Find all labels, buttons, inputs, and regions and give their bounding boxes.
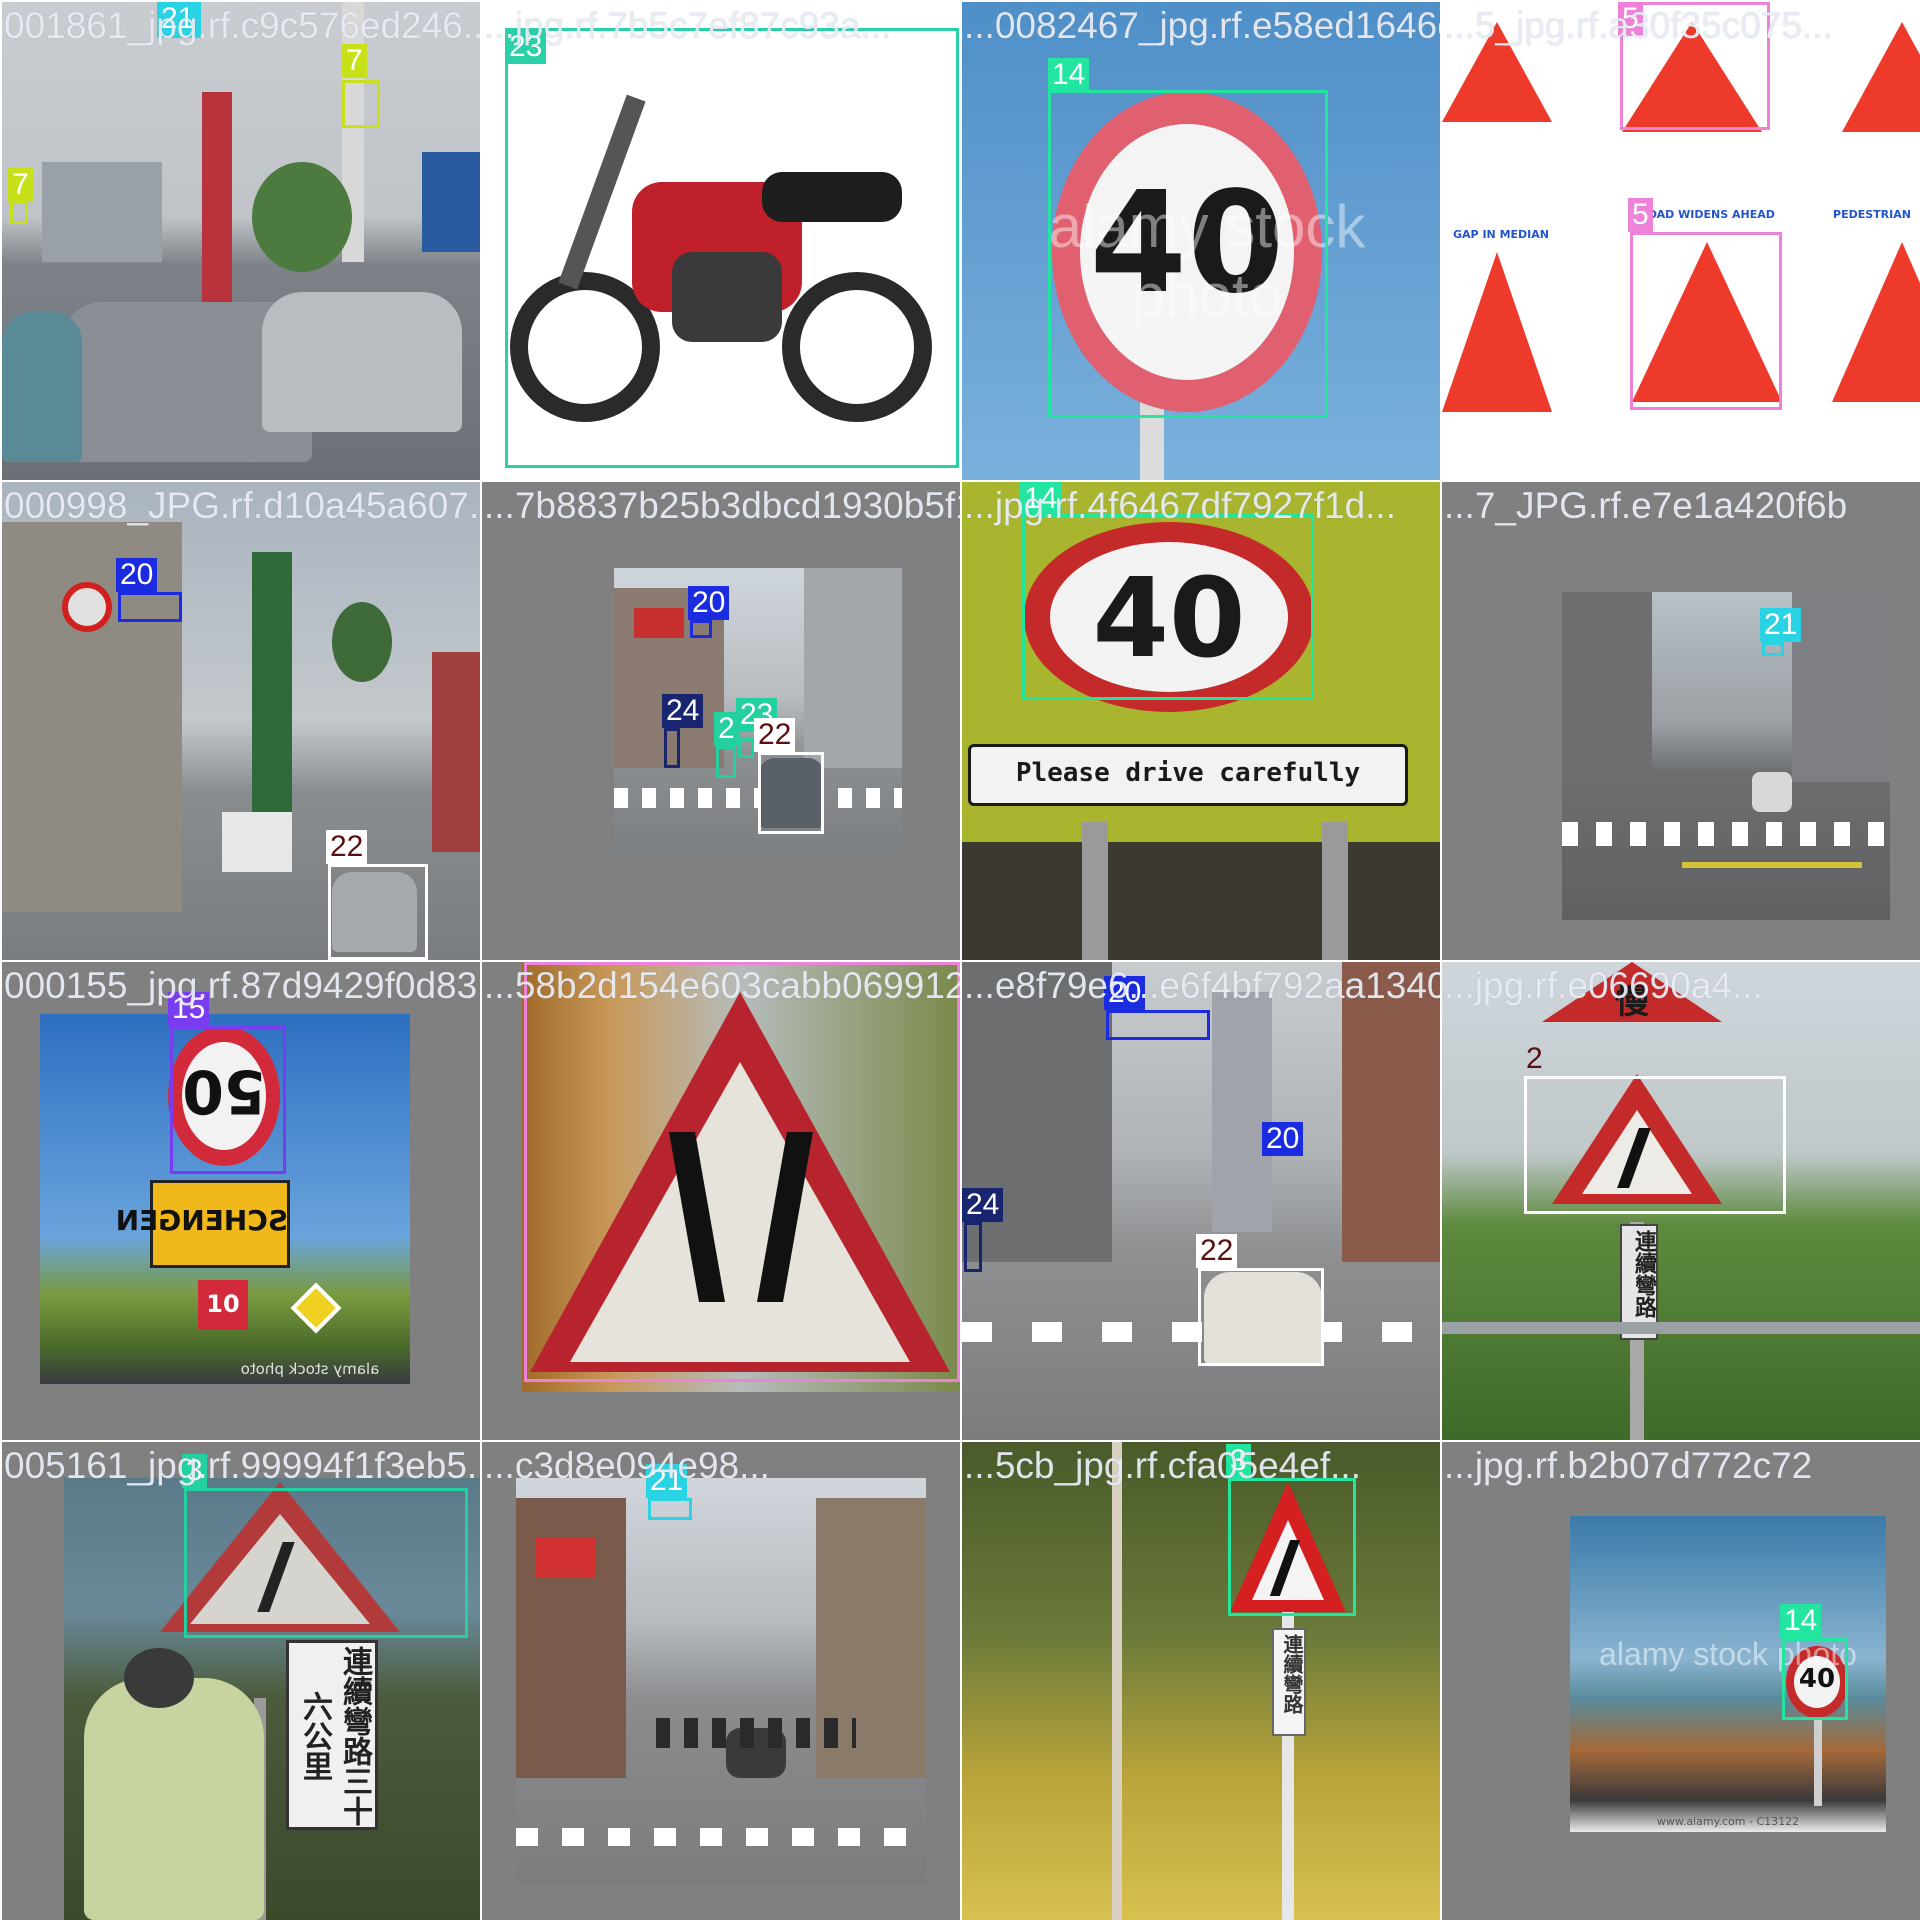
bbox-class-label: 21 xyxy=(1760,608,1801,642)
filename-label: ...e8f79e6...e6f4bf792aa1340 xyxy=(964,964,1440,1008)
tile-7: 40 Please drive carefully ...jpg.rf.4f64… xyxy=(962,482,1440,960)
bbox-4 xyxy=(738,738,754,758)
tile-2: ...jpg.rf.7b5c7ef87c93a... 23 xyxy=(482,2,960,480)
bbox-class-label: 5 xyxy=(1628,198,1653,232)
bbox-class-label: 22 xyxy=(326,830,367,864)
tile-11: ...e8f79e6...e6f4bf792aa1340 20 20 24 22 xyxy=(962,962,1440,1440)
footer-watermark: alamy stock photo xyxy=(220,1360,400,1378)
tile-5: 000998_JPG.rf.d10a45a607... 20 22 xyxy=(2,482,480,960)
filename-label: 005161_jpg.rf.99994f1f3eb5... xyxy=(4,1444,480,1488)
bbox-1 xyxy=(1782,1638,1848,1720)
plate-text: 連續彎路三十六公里 xyxy=(290,1646,374,1826)
tile-16: 40 alamy stock photo www.alamy.com - C13… xyxy=(1442,1442,1920,1920)
board-text: SCHENGEN xyxy=(152,1204,288,1237)
tile-10: ...58b2d154e603cabb069912... 5 xyxy=(482,962,960,1440)
bbox-class-label: 20 xyxy=(688,586,729,620)
tile-12: 慢 連續彎路 ...jpg.rf.e06690a4... 2 xyxy=(1442,962,1920,1440)
bbox-class-label: 2 xyxy=(714,712,739,746)
panel-text: Please drive carefully xyxy=(968,758,1408,788)
bbox-2 xyxy=(328,864,428,960)
bbox-1 xyxy=(184,1488,468,1638)
bbox-1 xyxy=(1106,1010,1210,1040)
filename-label: 000998_JPG.rf.d10a45a607... xyxy=(4,484,480,528)
filename-label: ...5_jpg.rf.a30f35c075... xyxy=(1444,4,1833,48)
filename-label: ...c3d8e094e98... xyxy=(484,1444,770,1488)
bbox-2 xyxy=(342,80,380,128)
tile-14: ...c3d8e094e98... 21 xyxy=(482,1442,960,1920)
street-scene xyxy=(1562,592,1890,920)
caption-gap-in-median: GAP IN MEDIAN xyxy=(1446,228,1556,241)
tile-3: 40 alamy stock photo ...0082467_jpg.rf.e… xyxy=(962,2,1440,480)
plate-text: 連續彎路 xyxy=(1274,1634,1304,1714)
bbox-class-label: 14 xyxy=(1780,1604,1821,1638)
bbox-1 xyxy=(505,28,959,468)
caption-pedestrian: PEDESTRIAN xyxy=(1822,208,1920,221)
plate-text: 連續彎路 xyxy=(1622,1230,1656,1318)
filename-label: ...58b2d154e603cabb069912... xyxy=(484,964,960,1008)
bbox-3 xyxy=(10,200,28,224)
bbox-class-label: 24 xyxy=(962,1188,1003,1222)
filename-label: ...jpg.rf.7b5c7ef87c93a... xyxy=(484,4,891,48)
tile-15: 連續彎路 ...5cb_jpg.rf.cfa05e4ef... 3 xyxy=(962,1442,1440,1920)
bbox-class-label: 22 xyxy=(754,718,795,752)
bbox-class-label: 24 xyxy=(662,694,703,728)
street-scene xyxy=(2,2,480,480)
tile-4: GAP IN MEDIAN ROAD WIDENS AHEAD PEDESTRI… xyxy=(1442,2,1920,480)
filename-label: 000155_jpg.rf.87d9429f0d83... xyxy=(4,964,480,1008)
bbox-1 xyxy=(690,620,712,638)
footer-watermark: www.alamy.com - C13122 xyxy=(1570,1815,1886,1828)
tile-9: 50 SCHENGEN 10 alamy stock photo 000155_… xyxy=(2,962,480,1440)
bbox-2 xyxy=(664,728,680,768)
bbox-1 xyxy=(648,1498,692,1520)
bbox-3 xyxy=(964,1222,982,1272)
street-scene xyxy=(516,1478,926,1884)
bbox-1 xyxy=(524,962,960,1382)
bbox-class-label: 22 xyxy=(1196,1234,1237,1268)
bbox-1 xyxy=(1048,90,1328,418)
small-sign-text: 10 xyxy=(198,1290,248,1318)
bbox-class-label: 14 xyxy=(1048,58,1089,92)
bbox-4 xyxy=(1198,1268,1324,1366)
filename-label: ...jpg.rf.b2b07d772c72 xyxy=(1444,1444,1812,1488)
bbox-2 xyxy=(1630,232,1782,410)
tile-1: 001861_jpg.rf.c9c576ed246... 21 7 7 xyxy=(2,2,480,480)
filename-label: ...7_JPG.rf.e7e1a420f6b xyxy=(1444,484,1847,528)
bbox-class-label: 20 xyxy=(1262,1122,1303,1156)
tile-6: ...7b8837b25b3dbcd1930b5f1... 20 24 2 23… xyxy=(482,482,960,960)
bbox-class-label: 7 xyxy=(8,168,33,202)
filename-label: ...jpg.rf.e06690a4... xyxy=(1444,964,1763,1008)
tile-13: 連續彎路三十六公里 005161_jpg.rf.99994f1f3eb5... … xyxy=(2,1442,480,1920)
curve-sign-scene: 連續彎路 xyxy=(962,1442,1440,1920)
bbox-1 xyxy=(170,1026,286,1174)
filename-label: ...jpg.rf.4f6467df7927f1d... xyxy=(964,484,1396,528)
caption-road-widens: ROAD WIDENS AHEAD xyxy=(1632,208,1782,221)
tile-8: ...7_JPG.rf.e7e1a420f6b 21 xyxy=(1442,482,1920,960)
filename-label: ...5cb_jpg.rf.cfa05e4ef... xyxy=(964,1444,1361,1488)
bbox-1 xyxy=(1022,514,1314,700)
bbox-class-label: 2 xyxy=(1522,1042,1547,1076)
bbox-1 xyxy=(1762,642,1784,656)
filename-label: ...0082467_jpg.rf.e58ed1646cfe0... xyxy=(964,4,1440,48)
filename-label: ...7b8837b25b3dbcd1930b5f1... xyxy=(484,484,960,528)
bbox-class-label: 7 xyxy=(342,44,367,78)
bbox-1 xyxy=(118,592,182,622)
bbox-5 xyxy=(758,752,824,834)
bbox-3 xyxy=(716,746,736,778)
bbox-1 xyxy=(1524,1076,1786,1214)
bbox-class-label: 20 xyxy=(116,558,157,592)
filename-label: 001861_jpg.rf.c9c576ed246... xyxy=(4,4,480,48)
bbox-1 xyxy=(1228,1478,1356,1616)
